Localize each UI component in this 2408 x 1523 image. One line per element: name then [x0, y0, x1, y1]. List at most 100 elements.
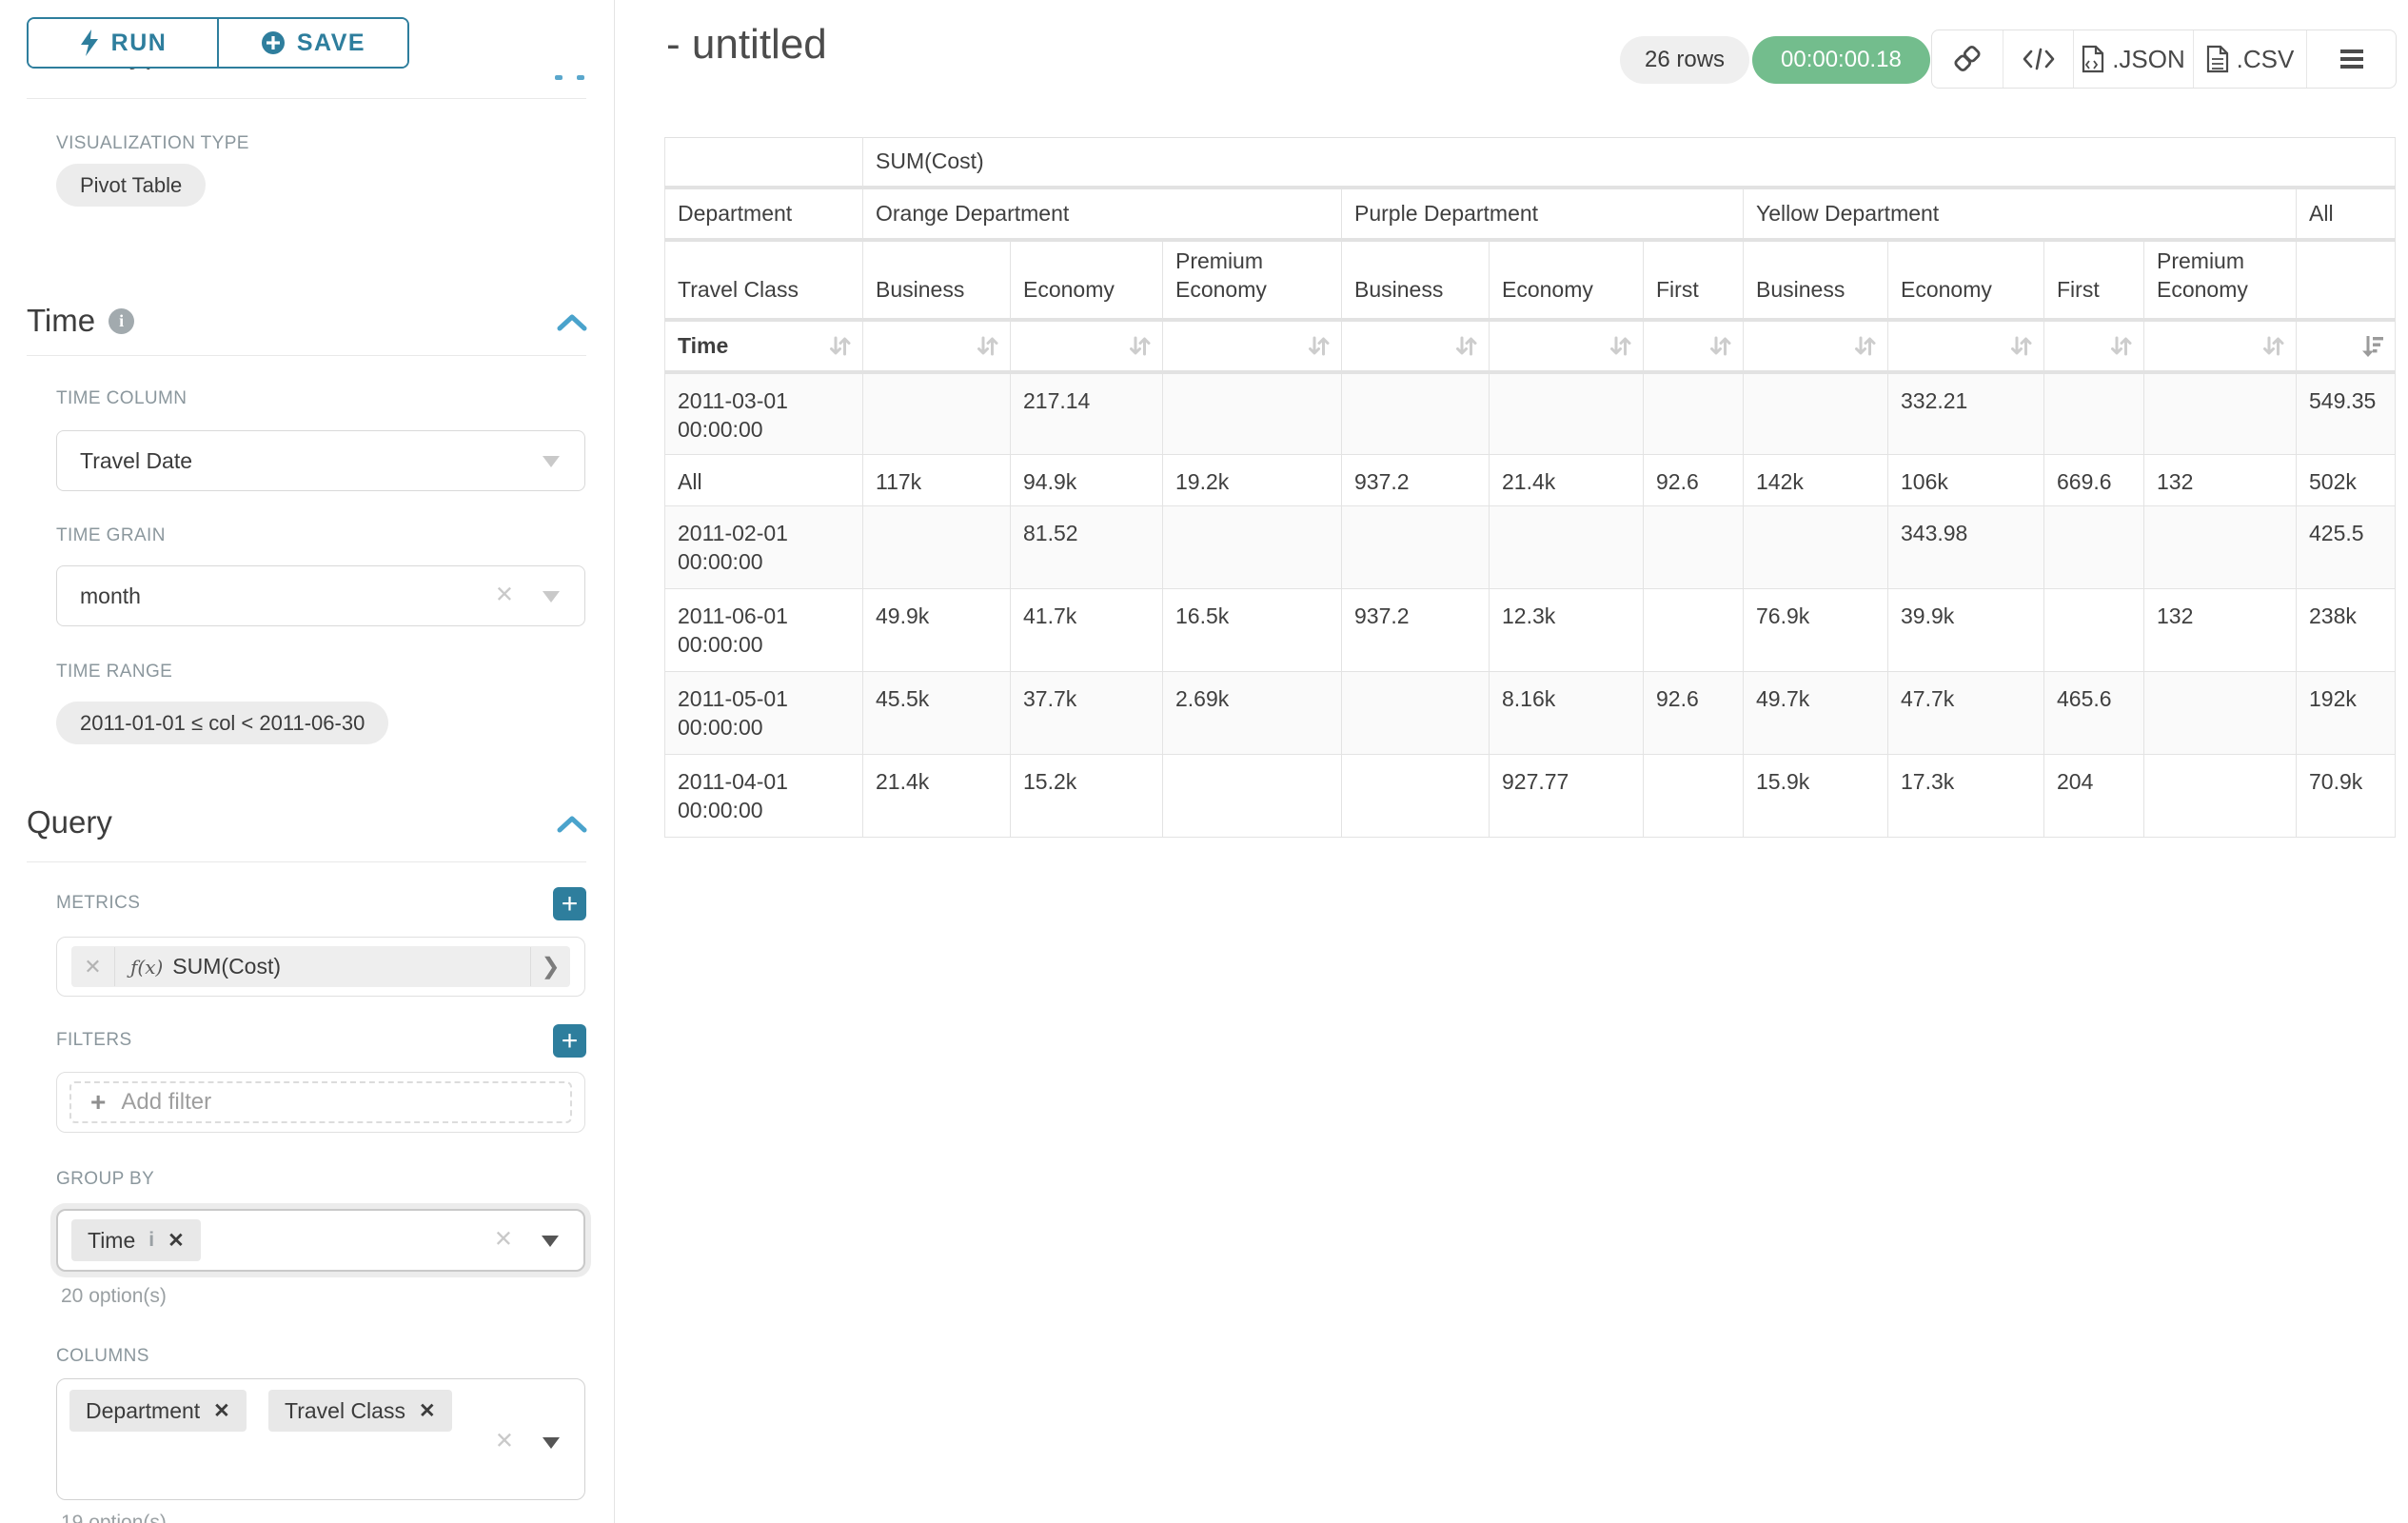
- add-filter-button[interactable]: + Add filter: [69, 1081, 572, 1123]
- chevron-down-icon[interactable]: [543, 1437, 560, 1449]
- more-options-menu-button[interactable]: [2306, 30, 2396, 88]
- export-json-button[interactable]: .JSON: [2073, 30, 2193, 88]
- clear-icon[interactable]: ✕: [495, 581, 514, 608]
- sort-icon[interactable]: [1306, 333, 1332, 359]
- clear-icon[interactable]: ✕: [494, 1225, 513, 1253]
- value-cell: 21.4k: [1490, 455, 1644, 506]
- metric-header-cell: SUM(Cost): [863, 138, 2396, 188]
- export-csv-button[interactable]: .CSV: [2193, 30, 2306, 88]
- sort-cell[interactable]: [1888, 320, 2044, 372]
- value-cell: 132: [2144, 455, 2297, 506]
- all-class-header-empty: [2297, 240, 2396, 320]
- row-header: 2011-03-01 00:00:00: [665, 372, 863, 455]
- add-filter-label: Add filter: [121, 1089, 211, 1116]
- sort-descending-icon[interactable]: [2359, 333, 2385, 359]
- sort-cell[interactable]: [863, 320, 1011, 372]
- table-row: 2011-04-01 00:00:0021.4k15.2k927.7715.9k…: [665, 755, 2396, 838]
- code-icon: [2023, 47, 2055, 71]
- collapse-query-chevron-icon[interactable]: [556, 814, 588, 835]
- row-header: 2011-04-01 00:00:00: [665, 755, 863, 838]
- value-cell: [1342, 506, 1490, 589]
- add-metric-button[interactable]: +: [553, 887, 586, 920]
- sort-icon[interactable]: [1127, 333, 1153, 359]
- sort-icon[interactable]: [1453, 333, 1479, 359]
- save-button[interactable]: SAVE: [217, 19, 407, 67]
- chevron-down-icon[interactable]: [542, 1236, 559, 1247]
- time-grain-label: TIME GRAIN: [56, 525, 166, 546]
- columns-label: COLUMNS: [56, 1346, 149, 1367]
- sort-icon[interactable]: [2108, 333, 2134, 359]
- sort-icon[interactable]: [2260, 333, 2286, 359]
- remove-metric-icon[interactable]: ✕: [71, 947, 115, 986]
- chevron-down-icon[interactable]: [543, 456, 560, 467]
- visualization-type-pill[interactable]: Pivot Table: [56, 164, 206, 207]
- remove-tag-icon[interactable]: ✕: [168, 1229, 185, 1253]
- department-group-header: Orange Department: [863, 188, 1342, 240]
- remove-tag-icon[interactable]: ✕: [419, 1399, 436, 1423]
- hamburger-menu-icon: [2339, 49, 2364, 69]
- value-cell: 117k: [863, 455, 1011, 506]
- chevron-right-icon[interactable]: ❯: [530, 947, 570, 986]
- value-cell: 192k: [2297, 672, 2396, 755]
- value-cell: 238k: [2297, 589, 2396, 672]
- sort-icon[interactable]: [2008, 333, 2034, 359]
- value-cell: [1342, 372, 1490, 455]
- sort-cell[interactable]: [1163, 320, 1342, 372]
- info-icon[interactable]: i: [148, 1229, 154, 1252]
- group-by-select[interactable]: Time i ✕ ✕: [56, 1209, 585, 1272]
- value-cell: [863, 506, 1011, 589]
- copy-link-button[interactable]: [1932, 30, 2003, 88]
- clear-icon[interactable]: ✕: [495, 1427, 514, 1454]
- add-filter-plus-button[interactable]: +: [553, 1024, 586, 1058]
- value-cell: [1644, 372, 1744, 455]
- sort-icon[interactable]: [1707, 333, 1733, 359]
- sort-icon[interactable]: [827, 333, 853, 359]
- group-by-tag-time[interactable]: Time i ✕: [71, 1219, 201, 1261]
- sort-cell[interactable]: [1011, 320, 1163, 372]
- sort-icon[interactable]: [1608, 333, 1633, 359]
- run-button[interactable]: RUN: [29, 19, 217, 67]
- run-button-label: RUN: [111, 30, 168, 57]
- export-button-group: .JSON .CSV: [1931, 30, 2397, 89]
- value-cell: [1163, 755, 1342, 838]
- time-section-title: Time: [27, 303, 95, 339]
- metrics-label: METRICS: [56, 893, 140, 914]
- collapse-time-chevron-icon[interactable]: [556, 312, 588, 333]
- sort-cell[interactable]: [1744, 320, 1888, 372]
- sort-cell-active[interactable]: [2297, 320, 2396, 372]
- sort-icon[interactable]: [1852, 333, 1878, 359]
- value-cell: [2044, 372, 2144, 455]
- time-column-select[interactable]: Travel Date: [56, 430, 585, 491]
- travel-class-header: Economy: [1490, 240, 1644, 320]
- group-by-label: GROUP BY: [56, 1169, 154, 1190]
- columns-select[interactable]: Department ✕ Travel Class ✕ ✕: [56, 1378, 585, 1500]
- sort-cell[interactable]: [2044, 320, 2144, 372]
- view-query-button[interactable]: [2003, 30, 2073, 88]
- columns-tag-department[interactable]: Department ✕: [69, 1390, 247, 1432]
- sort-icon[interactable]: [975, 333, 1000, 359]
- travel-class-header: Premium Economy: [2144, 240, 2297, 320]
- travel-class-header: Premium Economy: [1163, 240, 1342, 320]
- remove-tag-icon[interactable]: ✕: [213, 1399, 230, 1423]
- value-cell: 937.2: [1342, 589, 1490, 672]
- sort-cell[interactable]: [1342, 320, 1490, 372]
- sort-cell[interactable]: [1490, 320, 1644, 372]
- travel-class-header: First: [2044, 240, 2144, 320]
- time-range-pill[interactable]: 2011-01-01 ≤ col < 2011-06-30: [56, 702, 388, 744]
- time-grain-select[interactable]: month ✕: [56, 565, 585, 626]
- value-cell: 49.9k: [863, 589, 1011, 672]
- travel-class-header: Business: [1342, 240, 1490, 320]
- value-cell: 92.6: [1644, 455, 1744, 506]
- table-row: 2011-05-01 00:00:0045.5k37.7k2.69k8.16k9…: [665, 672, 2396, 755]
- sort-cell[interactable]: [2144, 320, 2297, 372]
- chevron-down-icon[interactable]: [543, 591, 560, 603]
- metric-pill[interactable]: ✕ ƒ(x) SUM(Cost) ❯: [71, 946, 570, 987]
- chart-title[interactable]: - untitled: [666, 21, 827, 69]
- columns-tag-travel-class[interactable]: Travel Class ✕: [268, 1390, 452, 1432]
- info-icon[interactable]: i: [109, 308, 134, 334]
- metrics-box: ✕ ƒ(x) SUM(Cost) ❯: [56, 937, 585, 997]
- department-header-row: DepartmentOrange DepartmentPurple Depart…: [665, 188, 2396, 240]
- sort-cell[interactable]: [1644, 320, 1744, 372]
- fx-icon: ƒ(x): [130, 956, 163, 979]
- value-cell: 17.3k: [1888, 755, 2044, 838]
